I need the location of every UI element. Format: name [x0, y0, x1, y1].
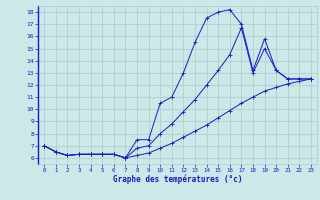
X-axis label: Graphe des températures (°c): Graphe des températures (°c) — [113, 175, 242, 184]
